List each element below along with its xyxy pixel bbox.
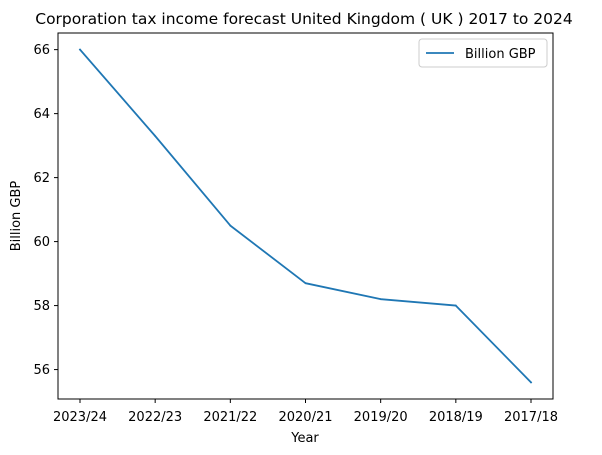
- data-point: [229, 224, 232, 227]
- y-tick-label: 64: [33, 107, 50, 122]
- data-point: [454, 304, 457, 307]
- x-tick-label: 2017/18: [504, 410, 558, 425]
- series-line: [78, 48, 533, 384]
- y-axis-ticks: 56 58 60 62 64 66: [33, 43, 58, 378]
- plot-frame: [57, 32, 554, 400]
- x-tick-label: 2018/19: [429, 410, 483, 425]
- x-tick-label: 2021/22: [203, 410, 257, 425]
- legend: Billion GBP: [418, 38, 548, 68]
- y-tick-label: 62: [33, 171, 50, 186]
- series-layer: [78, 48, 533, 384]
- x-tick-label: 2019/20: [354, 410, 408, 425]
- data-point: [530, 381, 532, 384]
- data-point: [304, 282, 307, 285]
- data-point: [79, 48, 81, 51]
- y-tick-label: 60: [33, 235, 50, 250]
- y-tick-label: 56: [33, 363, 50, 378]
- x-tick-label: 2020/21: [278, 410, 332, 425]
- data-point: [154, 135, 157, 137]
- chart-title: Corporation tax income forecast United K…: [35, 10, 573, 28]
- y-axis-label: Billion GBP: [9, 181, 24, 252]
- y-tick-label: 58: [33, 299, 50, 314]
- legend-label: Billion GBP: [465, 47, 536, 62]
- x-axis-ticks: 2023/24 2022/23 2021/22 2020/21 2019/20 2018/…: [53, 399, 558, 425]
- x-axis-label: Year: [290, 431, 319, 446]
- x-tick-label: 2022/23: [128, 410, 182, 425]
- x-tick-label: 2023/24: [53, 410, 107, 425]
- y-tick-label: 66: [33, 43, 50, 58]
- data-point: [379, 298, 382, 301]
- legend-box: [418, 38, 548, 68]
